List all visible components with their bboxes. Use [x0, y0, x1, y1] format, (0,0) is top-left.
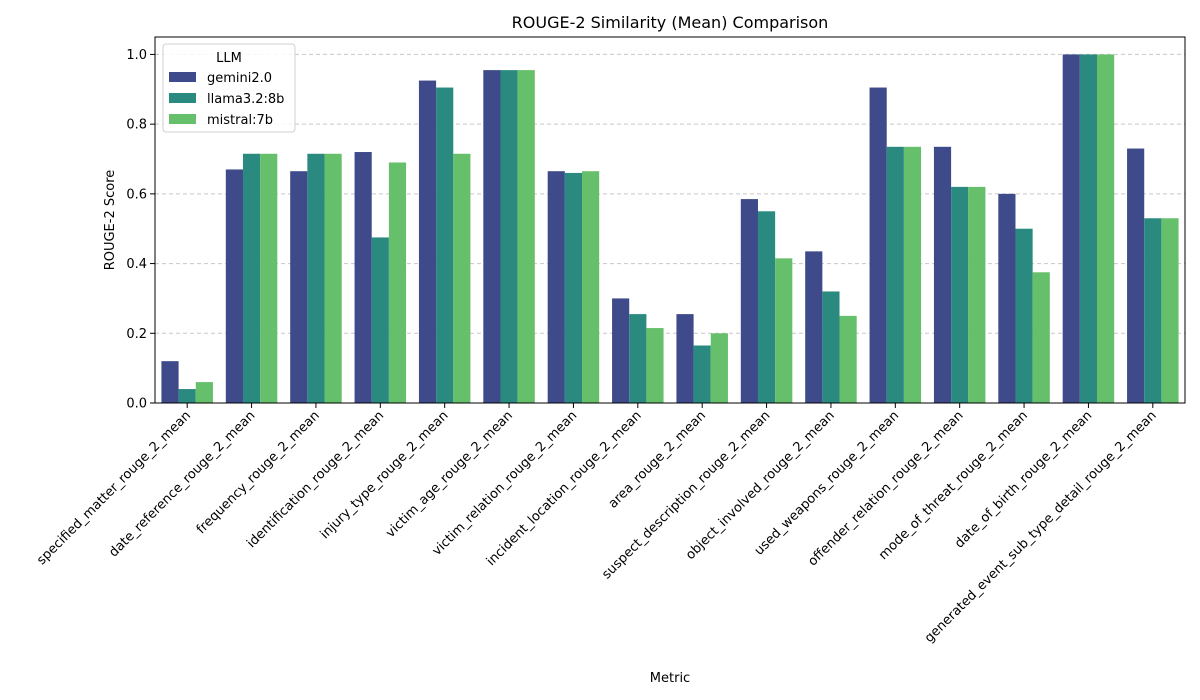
bar-llama3-2-8b [951, 186, 969, 403]
bar-gemini2-0 [547, 171, 565, 403]
bar-llama3-2-8b [757, 211, 776, 403]
y-ticks: 0.0 0.2 0.4 0.6 0.8 1.0 [126, 48, 155, 412]
bar-mistral-7b [839, 315, 857, 403]
bar-llama3-2-8b [436, 87, 454, 404]
bar-mistral-7b [775, 258, 793, 403]
y-axis-label: ROUGE-2 Score [103, 170, 118, 271]
bar-gemini2-0 [161, 361, 179, 403]
bars [161, 54, 1179, 404]
bar-llama3-2-8b [886, 146, 904, 404]
bar-gemini2-0 [354, 152, 372, 403]
bar-gemini2-0 [676, 314, 694, 403]
bar-llama3-2-8b [242, 153, 261, 403]
bar-llama3-2-8b [822, 291, 840, 403]
legend-swatch [169, 72, 196, 82]
legend-entry: mistral:7b [207, 113, 273, 128]
y-tick-label: 0.0 [126, 397, 147, 412]
bar-llama3-2-8b [1144, 218, 1162, 403]
x-tick-label: identification_rouge_2_mean [244, 408, 387, 551]
legend-swatch [169, 114, 196, 124]
bar-mistral-7b [1097, 54, 1115, 404]
x-ticks: specified_matter_rouge_2_meandate_refere… [34, 403, 1160, 646]
bar-gemini2-0 [998, 193, 1016, 403]
bar-gemini2-0 [225, 169, 243, 403]
bar-gemini2-0 [290, 171, 308, 403]
bar-llama3-2-8b [371, 237, 389, 403]
bar-llama3-2-8b [500, 70, 518, 403]
legend-entry: gemini2.0 [207, 71, 272, 86]
legend-entry: llama3.2:8b [207, 92, 284, 107]
bar-mistral-7b [1032, 272, 1050, 403]
bar-mistral-7b [195, 382, 213, 403]
bar-gemini2-0 [418, 80, 437, 404]
bar-llama3-2-8b [564, 172, 583, 403]
bar-mistral-7b [517, 70, 535, 403]
bar-mistral-7b [582, 171, 600, 403]
bar-mistral-7b [646, 328, 664, 403]
x-axis-label: Metric [650, 671, 690, 686]
bar-gemini2-0 [483, 70, 501, 403]
bar-llama3-2-8b [178, 389, 196, 403]
x-tick-label: generated_event_sub_type_detail_rouge_2_… [922, 408, 1160, 646]
bar-llama3-2-8b [307, 153, 325, 403]
bar-llama3-2-8b [1079, 54, 1098, 404]
bar-mistral-7b [388, 162, 407, 403]
bar-mistral-7b [968, 186, 986, 403]
x-tick-label: date_of_birth_rouge_2_mean [952, 408, 1095, 551]
legend-swatch [169, 93, 196, 103]
bar-gemini2-0 [612, 298, 630, 403]
bar-gemini2-0 [740, 199, 758, 403]
y-tick-label: 1.0 [126, 48, 147, 63]
chart-title: ROUGE-2 Similarity (Mean) Comparison [512, 13, 829, 32]
y-tick-label: 0.6 [126, 187, 147, 202]
bar-mistral-7b [324, 153, 342, 403]
y-tick-label: 0.8 [126, 118, 147, 133]
bar-llama3-2-8b [1015, 228, 1033, 403]
bar-mistral-7b [453, 153, 471, 403]
bar-mistral-7b [260, 153, 278, 403]
bar-gemini2-0 [805, 251, 823, 403]
bar-gemini2-0 [933, 146, 952, 404]
bar-llama3-2-8b [629, 314, 647, 403]
bar-mistral-7b [710, 333, 728, 403]
x-tick-label: victim_age_rouge_2_mean [383, 408, 516, 541]
x-tick-label: injury_type_rouge_2_mean [318, 408, 452, 542]
y-tick-label: 0.2 [126, 327, 147, 342]
plot-frame [154, 36, 1186, 404]
legend: LLM gemini2.0 llama3.2:8b mistral:7b [162, 43, 296, 133]
bar-gemini2-0 [869, 87, 887, 404]
bar-gemini2-0 [1127, 148, 1145, 403]
bar-llama3-2-8b [693, 345, 711, 403]
legend-box [162, 43, 296, 133]
bar-mistral-7b [903, 146, 922, 404]
bar-mistral-7b [1161, 218, 1179, 403]
bar-gemini2-0 [1062, 54, 1080, 404]
y-tick-label: 0.4 [126, 257, 147, 272]
legend-title: LLM [216, 51, 242, 66]
x-tick-label: frequency_rouge_2_mean [194, 408, 323, 537]
